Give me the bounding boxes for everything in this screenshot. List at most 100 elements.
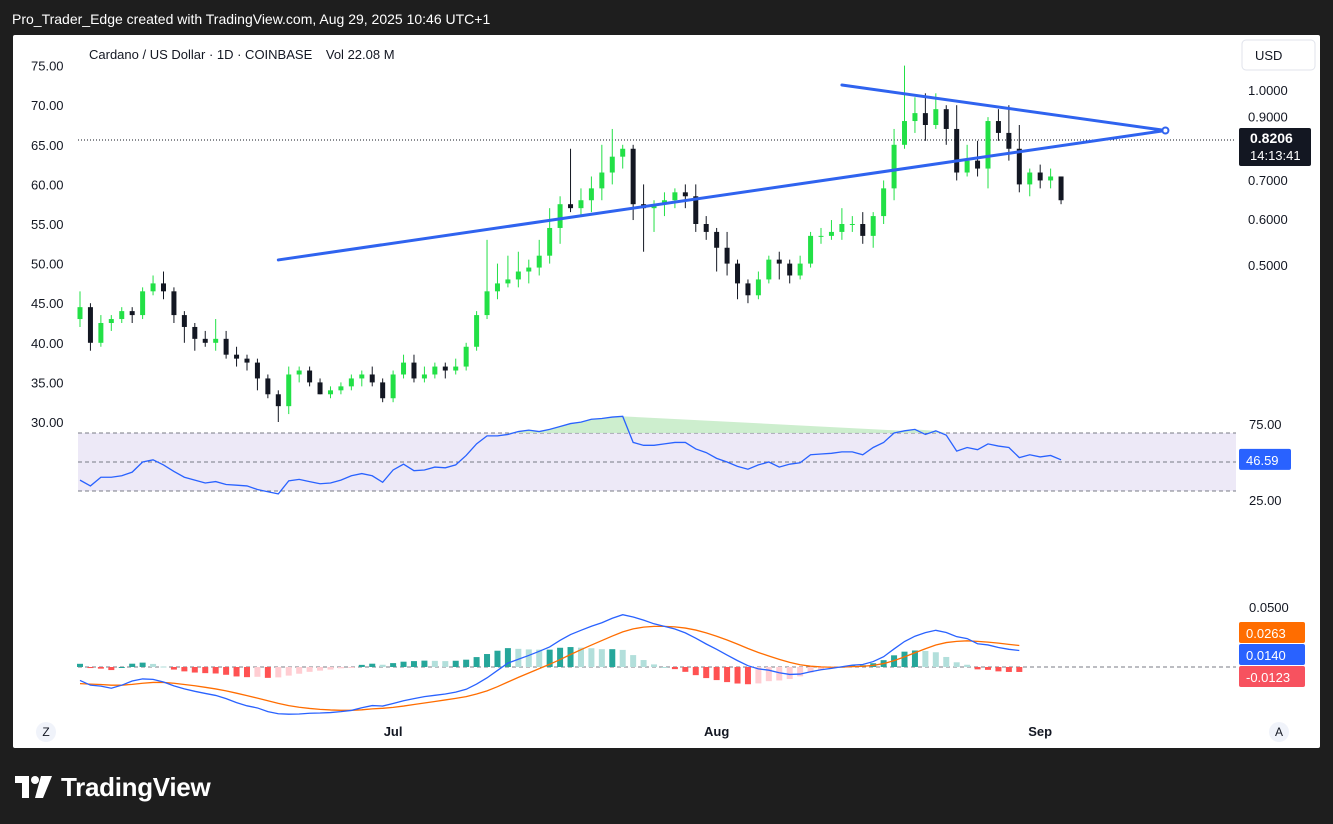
candle-down <box>254 362 260 379</box>
candle-up <box>327 390 333 395</box>
candle-down <box>369 374 375 383</box>
macd-histogram-bar <box>515 648 522 667</box>
macd-histogram-bar <box>546 649 553 667</box>
macd-signal-tag-label: 0.0263 <box>1246 626 1286 641</box>
macd-histogram-bar <box>651 664 658 667</box>
macd-histogram-bar <box>77 663 83 667</box>
candle-down <box>995 121 1001 133</box>
macd-histogram-bar <box>567 647 574 667</box>
candle-down <box>442 366 448 371</box>
candle-up <box>463 346 469 367</box>
macd-histogram-bar <box>212 667 219 674</box>
candle-down <box>1016 148 1022 185</box>
macd-signal-tag <box>1239 622 1305 643</box>
macd-histogram-bar <box>379 664 386 667</box>
candle-down <box>160 283 166 292</box>
candle-up <box>985 121 991 169</box>
current-price-value: 0.8206 <box>1250 130 1293 146</box>
chart-panel[interactable]: 30.00 35.00 40.00 45.00 50.00 55.00 60.00 65.00… <box>13 35 1320 748</box>
candle-down <box>223 338 229 355</box>
candle-down <box>860 224 866 236</box>
trendline-apex-handle <box>1161 126 1170 135</box>
price-axis[interactable]: 0.5000 0.6000 0.7000 0.9000 1.0000 <box>1248 83 1288 273</box>
macd-histogram-bar <box>588 648 595 667</box>
macd-histogram-bar <box>692 667 699 676</box>
tradingview-logo-text: TradingView <box>61 771 211 802</box>
left-axis-tick-label: 50.00 <box>31 257 64 272</box>
macd-histogram-bar <box>170 667 177 670</box>
macd-histogram-bar <box>682 667 689 672</box>
candle-up <box>912 113 918 122</box>
macd-histogram-bar <box>557 647 564 667</box>
zoom-reset-button[interactable]: Z <box>36 722 56 742</box>
candle-down <box>975 160 981 169</box>
volume-label: Vol <box>326 47 344 62</box>
macd-histogram-bar <box>243 667 250 678</box>
bar-countdown: 14:13:41 <box>1250 148 1301 163</box>
macd-histogram-bar <box>410 661 417 667</box>
candle-down <box>411 362 417 379</box>
candle-up <box>359 374 365 379</box>
candle-up <box>119 311 125 320</box>
macd-histogram-bar <box>536 649 543 667</box>
volume-value: 22.08 M <box>348 47 395 62</box>
macd-histogram-bar <box>233 667 240 677</box>
candle-down <box>1058 176 1064 201</box>
left-axis-tick-label: 60.00 <box>31 177 64 192</box>
price-axis-tick-label: 0.6000 <box>1248 212 1288 227</box>
candle-up <box>213 338 219 343</box>
left-axis-tick-label: 70.00 <box>31 98 64 113</box>
candle-down <box>714 231 720 248</box>
candle-up <box>390 374 396 399</box>
macd-histogram-bar <box>985 667 991 670</box>
candle-down <box>380 382 386 399</box>
macd-histogram-bar <box>202 667 209 674</box>
candle-up <box>348 378 354 387</box>
chart-canvas[interactable]: 30.00 35.00 40.00 45.00 50.00 55.00 60.00 65.00… <box>13 35 1320 748</box>
trendline-upper <box>840 83 1167 132</box>
macd-histogram-bar <box>932 652 939 667</box>
auto-scale-label: A <box>1275 725 1283 739</box>
currency-button[interactable]: USD <box>1241 39 1316 71</box>
candle-up <box>755 279 761 296</box>
chart-attribution-header: Pro_Trader_Edge created with TradingView… <box>12 11 491 27</box>
candle-down <box>954 128 960 173</box>
candle-up <box>609 156 615 173</box>
candle-up <box>766 259 772 280</box>
macd-histogram-bar <box>442 661 449 667</box>
macd-histogram-bar <box>807 667 814 673</box>
price-axis-tick-label: 0.5000 <box>1248 258 1288 273</box>
price-axis-tick-label: 0.9000 <box>1248 110 1288 125</box>
macd-histogram-bar <box>431 660 438 667</box>
macd-histogram-bar <box>619 649 626 667</box>
macd-histogram-bar <box>797 667 804 677</box>
candle-up <box>526 267 532 272</box>
macd-pane[interactable]: 0.0500 0.0263 0.0140 -0.0123 <box>77 600 1305 715</box>
macd-histogram-bar <box>317 667 324 671</box>
macd-histogram-bar <box>484 654 491 667</box>
macd-histogram-bar <box>254 667 261 677</box>
macd-histogram-bar <box>306 667 313 672</box>
triangle-trendlines[interactable] <box>276 83 1170 262</box>
candle-down <box>922 113 928 125</box>
candle-up <box>474 315 480 347</box>
tradingview-logo: TradingView <box>15 770 211 804</box>
trendline-lower <box>276 128 1167 262</box>
candle-up <box>557 204 563 228</box>
left-axis-tick-label: 75.00 <box>31 59 64 74</box>
auto-scale-button[interactable]: A <box>1269 722 1289 742</box>
macd-histogram-bar <box>786 667 793 680</box>
macd-histogram-bar <box>818 667 825 670</box>
candle-down <box>192 326 198 339</box>
candle-down <box>1006 132 1012 149</box>
candle-up <box>140 291 146 316</box>
macd-histogram-bar <box>598 649 605 667</box>
macd-histogram-bar <box>776 667 783 681</box>
time-axis[interactable]: Jul Aug Sep <box>384 724 1052 739</box>
candle-down <box>171 291 177 316</box>
candle-up <box>150 283 156 292</box>
candle-down <box>317 382 323 395</box>
macd-histogram-bar <box>296 667 303 674</box>
candle-down <box>776 259 782 264</box>
